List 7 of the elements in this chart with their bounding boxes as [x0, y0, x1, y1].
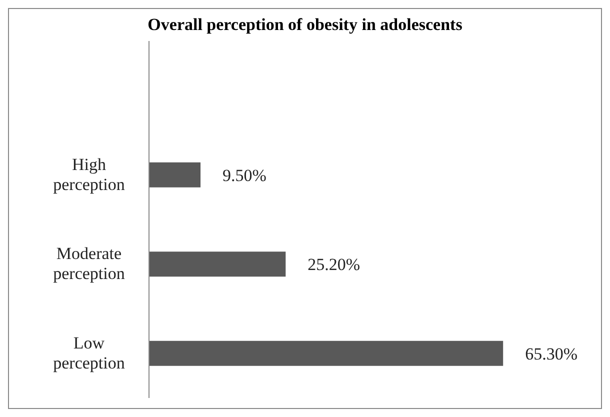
data-label: 25.20% [308, 255, 360, 274]
data-label: 65.30% [525, 344, 578, 364]
data-label: 9.50% [222, 166, 266, 185]
y-tick-label: Moderate perception [53, 244, 126, 284]
y-tick-label: Low perception [53, 333, 126, 372]
y-tick-label: High perception [53, 154, 126, 194]
chart-title: Overall perception of obesity in adolescents [146, 14, 464, 36]
